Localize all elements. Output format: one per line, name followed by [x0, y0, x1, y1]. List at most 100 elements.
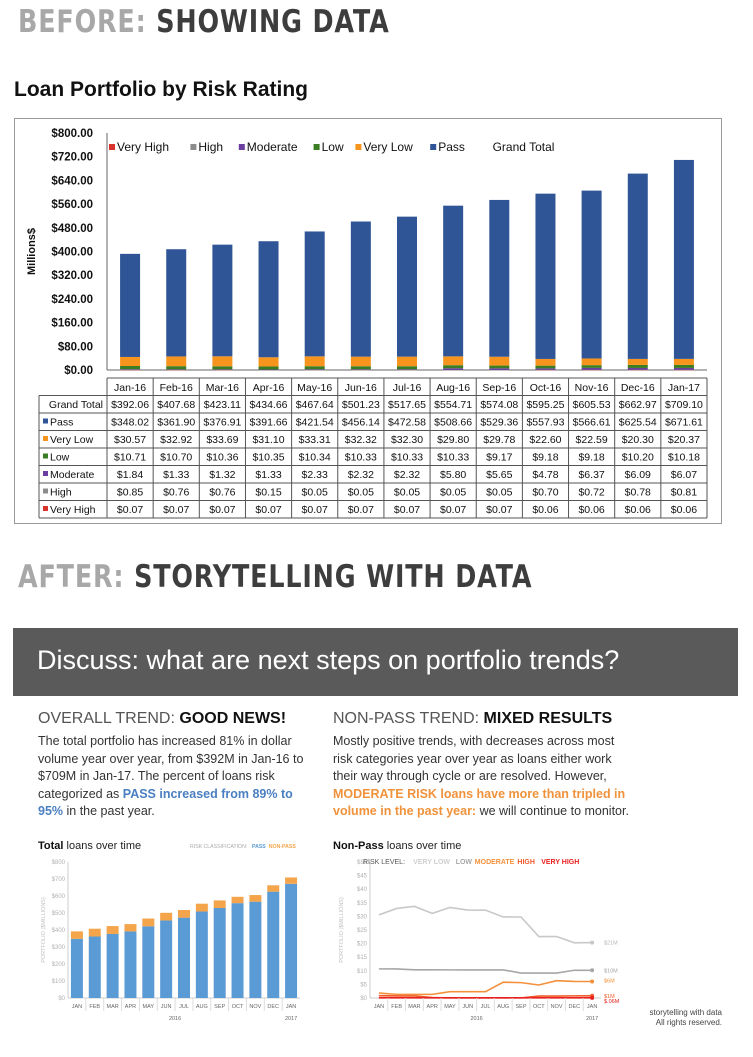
before-bar-pass: [258, 241, 279, 358]
before-bar-high: [120, 369, 141, 371]
total-x-tick-label: APR: [125, 1004, 136, 1010]
before-table-row-label: High: [50, 487, 72, 499]
before-bar-pass: [304, 231, 325, 357]
before-table-cell: $30.57: [114, 434, 146, 446]
before-table-cell: $5.80: [440, 469, 466, 481]
before-legend-label: Pass: [438, 140, 465, 154]
before-table-cell: $10.18: [668, 452, 700, 464]
before-bar-moderate: [397, 369, 417, 370]
before-table-cell: $0.05: [486, 487, 512, 499]
before-y-tick-label: $800.00: [51, 128, 93, 140]
before-bar-low: [120, 366, 141, 370]
nonpass-end-label: $10M: [604, 968, 618, 974]
before-table-header: Jul-16: [393, 382, 422, 394]
nonpass-end-point: [590, 979, 595, 984]
before-bar-very-high: [120, 369, 141, 371]
before-bar-pass: [397, 216, 417, 357]
before-table-cell: $0.07: [302, 504, 328, 516]
credit-logo: storytelling with data: [649, 1008, 722, 1017]
before-bar-moderate: [304, 369, 325, 370]
nonpass-line-very-low: [378, 905, 593, 944]
before-bar-pass: [535, 193, 556, 359]
before-bar-low: [166, 366, 187, 370]
total-bar-non-pass: [285, 877, 298, 884]
before-table-header: May-16: [297, 382, 332, 394]
before-table-cell: $671.61: [665, 417, 703, 429]
before-bar-pass: [581, 190, 602, 359]
before-bar-pass: [350, 221, 371, 357]
total-bar-non-pass: [70, 931, 83, 939]
total-bar-pass: [178, 917, 190, 998]
before-legend-label: Moderate: [247, 140, 298, 154]
before-table-cell: $348.02: [111, 417, 149, 429]
before-table-cell: $0.76: [163, 487, 189, 499]
total-bar-non-pass: [142, 918, 155, 927]
before-table-cell: $376.91: [203, 417, 241, 429]
total-bar-non-pass: [124, 924, 137, 932]
before-table-cell: $625.54: [619, 417, 657, 429]
total-bar-pass: [195, 911, 208, 998]
total-bar-non-pass: [195, 903, 208, 912]
before-table-swatch: [43, 471, 48, 476]
before-table-cell: $456.14: [342, 417, 380, 429]
before-table-cell: $10.70: [160, 452, 192, 464]
before-bar-low: [212, 366, 233, 370]
nonpass-y-tick-label: $45: [357, 874, 368, 880]
total-legend: RISK CLASSIFICATION: PASS NON-PASS: [190, 844, 296, 850]
discussion-banner: Discuss: what are next steps on portfoli…: [13, 628, 738, 696]
before-table-cell: $0.07: [209, 504, 235, 516]
before-table-cell: $1.33: [255, 469, 281, 481]
before-bar-high: [350, 369, 371, 371]
before-bar-low: [443, 365, 464, 369]
before-table-header: Oct-16: [530, 382, 562, 394]
nonpass-x-tick-label: SEP: [516, 1004, 527, 1010]
nonpass-x-tick-label: JUN: [462, 1004, 473, 1010]
before-legend-swatch: [109, 144, 115, 150]
before-bar-low: [304, 366, 325, 370]
before-table-cell: $10.34: [299, 452, 331, 464]
before-table-cell: $0.05: [440, 487, 466, 499]
nonpass-year-label: 2017: [586, 1016, 598, 1022]
before-legend-label: Very Low: [363, 140, 413, 154]
before-bar-very-low: [166, 356, 187, 367]
nonpass-end-point: [590, 995, 595, 1000]
before-table-cell: $6.07: [671, 469, 697, 481]
total-x-tick-label: AUG: [196, 1004, 208, 1010]
before-table-cell: $0.06: [532, 504, 558, 516]
before-table-cell: $2.32: [394, 469, 420, 481]
before-bar-pass: [489, 199, 510, 357]
nonpass-line-moderate: [378, 979, 593, 996]
before-table-swatch: [43, 488, 48, 494]
total-bar-pass: [142, 926, 155, 998]
nonpass-legend-item: VERY LOW: [413, 859, 450, 866]
before-table-cell: $0.07: [255, 504, 281, 516]
before-bar-low: [489, 365, 510, 369]
nonpass-legend-item: HIGH: [517, 859, 535, 866]
total-year-label: 2017: [285, 1016, 297, 1022]
total-y-tick-label: $600: [52, 894, 66, 900]
before-table-cell: $423.11: [204, 399, 241, 411]
before-y-tick-label: $560.00: [51, 199, 93, 211]
before-table-header: Dec-16: [621, 382, 655, 394]
before-legend-label: Grand Total: [493, 140, 555, 154]
before-bar-very-low: [397, 356, 417, 367]
before-table-row-label: Grand Total: [49, 399, 103, 411]
overall-trend-heading: OVERALL TREND: GOOD NEWS!: [38, 710, 287, 727]
before-table-cell: $33.31: [299, 434, 331, 446]
before-table-header: Sep-16: [482, 382, 516, 394]
nonpass-y-axis-label: PORTFOLIO ($MILLIONS): [339, 897, 345, 963]
before-table-cell: $0.07: [394, 504, 420, 516]
before-table-cell: $9.17: [486, 452, 512, 464]
nonpass-x-tick-label: JUL: [481, 1004, 491, 1010]
total-bar-non-pass: [106, 926, 119, 934]
credit-block: storytelling with data All rights reserv…: [610, 1008, 722, 1028]
before-bar-moderate: [535, 368, 556, 370]
nonpass-end-label: $21M: [604, 941, 618, 947]
before-table-cell: $29.78: [483, 434, 515, 446]
before-table-cell: $33.69: [206, 434, 238, 446]
before-bar-very-low: [535, 358, 556, 366]
nonpass-y-tick-label: $20: [357, 942, 368, 948]
before-table-header: Jan-16: [114, 382, 146, 394]
before-y-tick-label: $240.00: [51, 294, 93, 306]
total-chart-title: Total loans over time: [38, 840, 142, 852]
